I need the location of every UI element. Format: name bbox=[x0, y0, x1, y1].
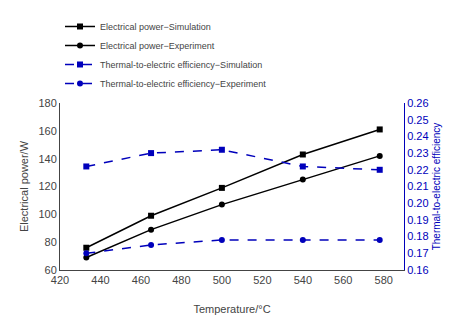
svg-text:580: 580 bbox=[375, 274, 393, 286]
svg-text:60: 60 bbox=[45, 264, 57, 276]
svg-text:Electrical power−Experiment: Electrical power−Experiment bbox=[100, 41, 215, 51]
svg-text:500: 500 bbox=[213, 274, 231, 286]
svg-text:Temperature/°C: Temperature/°C bbox=[193, 303, 270, 315]
svg-text:0.16: 0.16 bbox=[407, 264, 428, 276]
svg-text:100: 100 bbox=[38, 208, 56, 220]
svg-text:120: 120 bbox=[38, 180, 56, 192]
svg-text:0.20: 0.20 bbox=[407, 197, 428, 209]
svg-text:440: 440 bbox=[91, 274, 109, 286]
svg-text:0.23: 0.23 bbox=[407, 147, 428, 159]
svg-text:80: 80 bbox=[45, 236, 57, 248]
svg-text:0.21: 0.21 bbox=[407, 180, 428, 192]
svg-text:0.25: 0.25 bbox=[407, 114, 428, 126]
svg-text:180: 180 bbox=[38, 97, 56, 109]
svg-text:Thermal-to-electric efficiency: Thermal-to-electric efficiency−Experimen… bbox=[100, 79, 266, 89]
svg-text:0.26: 0.26 bbox=[407, 97, 428, 109]
svg-text:Thermal-to-electric efficiency: Thermal-to-electric efficiency−Simulatio… bbox=[100, 60, 262, 70]
svg-text:420: 420 bbox=[51, 274, 69, 286]
svg-text:560: 560 bbox=[334, 274, 352, 286]
svg-text:0.17: 0.17 bbox=[407, 247, 428, 259]
svg-text:160: 160 bbox=[38, 125, 56, 137]
svg-text:140: 140 bbox=[38, 153, 56, 165]
svg-text:540: 540 bbox=[294, 274, 312, 286]
svg-text:Electrical power−Simulation: Electrical power−Simulation bbox=[100, 22, 211, 32]
svg-text:Electrical power/W: Electrical power/W bbox=[18, 140, 30, 232]
svg-text:0.18: 0.18 bbox=[407, 230, 428, 242]
svg-text:0.22: 0.22 bbox=[407, 164, 428, 176]
svg-text:460: 460 bbox=[132, 274, 150, 286]
svg-text:Thermal-to-electric efficiency: Thermal-to-electric efficiency bbox=[431, 123, 442, 251]
svg-text:520: 520 bbox=[253, 274, 271, 286]
svg-text:480: 480 bbox=[172, 274, 190, 286]
svg-text:0.19: 0.19 bbox=[407, 214, 428, 226]
svg-text:0.24: 0.24 bbox=[407, 130, 428, 142]
